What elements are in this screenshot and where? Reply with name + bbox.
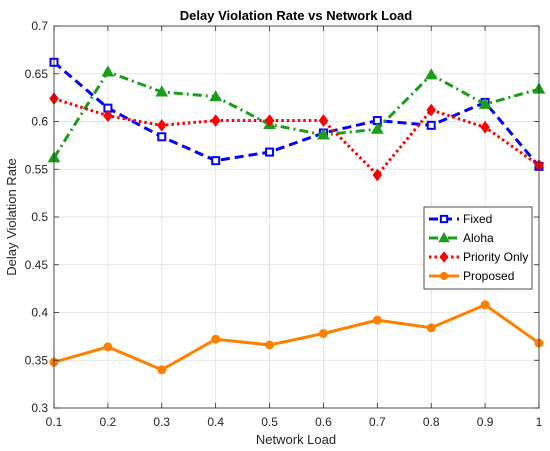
data-point: [157, 132, 167, 142]
x-tick-label: 0.2: [100, 415, 117, 429]
legend-entry: Aloha: [429, 231, 494, 245]
y-tick-label: 0.3: [31, 401, 48, 415]
data-point: [372, 315, 382, 325]
x-tick-label: 0.1: [46, 415, 63, 429]
data-point: [211, 334, 221, 344]
data-point: [372, 168, 383, 182]
data-point: [318, 329, 328, 339]
y-tick-label: 0.35: [25, 353, 49, 367]
chart-title: Delay Violation Rate vs Network Load: [180, 8, 412, 23]
x-tick-label: 0.4: [207, 415, 224, 429]
x-axis-label: Network Load: [256, 432, 336, 447]
data-point: [101, 65, 115, 77]
data-point: [265, 147, 275, 157]
legend: Fixed Aloha Priority Only Proposed: [423, 206, 533, 290]
x-tick-label: 0.8: [423, 415, 440, 429]
legend-label: Priority Only: [463, 250, 528, 264]
data-point: [157, 118, 167, 132]
y-tick-label: 0.45: [25, 258, 49, 272]
legend-entry: Priority Only: [429, 250, 528, 264]
data-point: [209, 90, 223, 102]
data-point: [480, 300, 490, 310]
legend-label: Fixed: [463, 212, 492, 226]
data-point: [211, 156, 221, 166]
y-tick-label: 0.55: [25, 162, 49, 176]
y-tick-label: 0.65: [25, 67, 49, 81]
legend-swatch-marker: [439, 251, 449, 263]
data-point: [370, 122, 384, 134]
data-point: [424, 68, 438, 80]
x-tick-label: 0.3: [153, 415, 170, 429]
data-point: [264, 114, 275, 127]
data-point: [157, 365, 167, 375]
x-tick-label: 0.5: [261, 415, 278, 429]
axis-ticks: 0.1 0.2 0.3 0.4 0.5 0.6 0.7 0.8 0.9 1 0.3 0.35 0.4 0.…: [25, 19, 543, 429]
legend-entry: Proposed: [429, 269, 514, 283]
data-point: [426, 103, 436, 117]
series-line: [53, 303, 540, 372]
x-tick-label: 1: [536, 415, 543, 429]
y-tick-label: 0.5: [31, 210, 48, 224]
legend-label: Aloha: [463, 231, 494, 245]
y-tick-label: 0.6: [31, 115, 48, 129]
plot-series: [47, 57, 546, 375]
data-point: [478, 97, 492, 109]
legend-swatch-marker: [439, 271, 449, 281]
series-line: [53, 61, 541, 168]
x-tick-label: 0.7: [369, 415, 386, 429]
series-priority-only: [49, 92, 544, 182]
data-point: [103, 342, 113, 352]
legend-label: Proposed: [463, 269, 514, 283]
series-line: [53, 97, 540, 177]
data-point: [426, 120, 436, 130]
data-point: [317, 128, 330, 140]
y-tick-label: 0.7: [31, 19, 48, 33]
legend-swatch-marker: [438, 232, 450, 243]
data-point: [318, 114, 329, 127]
data-point: [265, 340, 275, 350]
y-tick-label: 0.4: [31, 306, 48, 320]
x-tick-label: 0.9: [477, 415, 494, 429]
data-point: [210, 114, 221, 127]
y-axis-label: Delay Violation Rate: [4, 158, 19, 276]
data-point: [103, 109, 113, 123]
data-point: [480, 120, 490, 134]
legend-entry: Fixed: [429, 212, 492, 226]
legend-swatch-marker: [439, 214, 449, 224]
series-aloha: [47, 65, 546, 163]
data-point: [426, 323, 436, 333]
data-point: [155, 85, 169, 97]
x-tick-label: 0.6: [315, 415, 332, 429]
